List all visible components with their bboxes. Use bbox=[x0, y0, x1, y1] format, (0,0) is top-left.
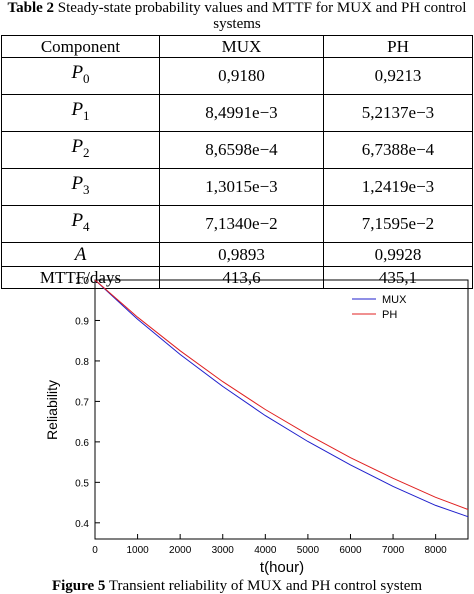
legend-label: MUX bbox=[382, 294, 407, 306]
x-tick-label: 1000 bbox=[126, 545, 149, 556]
row-label: P4 bbox=[1, 205, 160, 243]
mux-value: 8,6598e−4 bbox=[159, 131, 324, 169]
ph-value: 1,2419e−3 bbox=[323, 168, 473, 206]
header-component: Component bbox=[1, 35, 160, 58]
symbol-subscript: 2 bbox=[83, 145, 90, 160]
legend-label: PH bbox=[382, 309, 397, 321]
ph-value: 435,1 bbox=[323, 266, 473, 289]
symbol-subscript: 4 bbox=[83, 219, 90, 234]
symbol-letter: P bbox=[71, 210, 84, 231]
x-tick-label: 4000 bbox=[254, 545, 277, 556]
row-symbol: P3 bbox=[71, 173, 90, 197]
x-axis-ticks: 0 1000 2000 3000 4000 5000 6000 7000 8000 bbox=[92, 534, 447, 556]
symbol-letter: P bbox=[71, 173, 84, 194]
header-ph: PH bbox=[323, 35, 473, 58]
symbol-letter: P bbox=[71, 136, 84, 157]
table-row: A 0,9893 0,9928 bbox=[1, 242, 473, 267]
y-tick-label: 0.9 bbox=[75, 316, 89, 327]
row-symbol: P1 bbox=[71, 99, 90, 123]
table-caption: Table 2 Steady-state probability values … bbox=[0, 0, 474, 32]
header-mux: MUX bbox=[159, 35, 324, 58]
table-row: P3 1,3015e−3 1,2419e−3 bbox=[1, 168, 473, 206]
table-caption-label: Table 2 bbox=[7, 0, 55, 16]
plot-frame bbox=[94, 279, 469, 540]
table-row: P1 8,4991e−3 5,2137e−3 bbox=[1, 94, 473, 132]
symbol-subscript: 3 bbox=[83, 182, 90, 197]
x-axis-label: t(hour) bbox=[260, 559, 304, 576]
y-tick-label: 0.8 bbox=[75, 357, 89, 368]
x-tick-label: 8000 bbox=[425, 545, 448, 556]
row-label: P3 bbox=[1, 168, 160, 206]
series-line-ph bbox=[94, 279, 469, 510]
ph-value: 0,9928 bbox=[323, 242, 473, 267]
legend: MUX PH bbox=[352, 294, 407, 321]
y-tick-label: 0.5 bbox=[75, 478, 89, 489]
ph-value: 7,1595e−2 bbox=[323, 205, 473, 243]
x-tick-label: 2000 bbox=[169, 545, 192, 556]
ph-value: 5,2137e−3 bbox=[323, 94, 473, 132]
mux-value: 1,3015e−3 bbox=[159, 168, 324, 206]
series-line-mux bbox=[94, 279, 469, 518]
reliability-chart: 0.4 0.5 0.6 0.7 0.8 0.9 1.0 0 1000 2000 3000 4000 5… bbox=[44, 276, 469, 576]
table-row: P2 8,6598e−4 6,7388e−4 bbox=[1, 131, 473, 169]
figure-caption-label: Figure 5 bbox=[51, 578, 106, 594]
figure-caption: Figure 5 Transient reliability of MUX an… bbox=[0, 578, 474, 594]
x-tick-label: 0 bbox=[92, 545, 98, 556]
series-lines bbox=[94, 279, 469, 518]
y-axis-ticks: 0.4 0.5 0.6 0.7 0.8 0.9 1.0 bbox=[75, 276, 100, 530]
x-tick-label: 5000 bbox=[297, 545, 320, 556]
row-symbol: P0 bbox=[71, 62, 90, 86]
y-tick-label: 1.0 bbox=[75, 276, 89, 287]
table-row: MTTF/days 413,6 435,1 bbox=[1, 266, 473, 289]
mux-value: 8,4991e−3 bbox=[159, 94, 324, 132]
symbol-letter: P bbox=[71, 62, 84, 83]
x-tick-label: 7000 bbox=[382, 545, 405, 556]
ph-value: 6,7388e−4 bbox=[323, 131, 473, 169]
mux-value: 0,9180 bbox=[159, 57, 324, 95]
symbol-subscript: 1 bbox=[83, 108, 90, 123]
row-symbol: P4 bbox=[71, 210, 90, 234]
table-header-row: Component MUX PH bbox=[1, 35, 473, 58]
row-label: P1 bbox=[1, 94, 160, 132]
row-symbol: P2 bbox=[71, 136, 90, 160]
figure-caption-text: Transient reliability of MUX and PH cont… bbox=[108, 578, 423, 594]
mux-value: 0,9893 bbox=[159, 242, 324, 267]
table-row: P0 0,9180 0,9213 bbox=[1, 57, 473, 95]
symbol-subscript: 0 bbox=[83, 71, 90, 86]
table-caption-text: Steady-state probability values and MTTF… bbox=[57, 0, 467, 32]
row-label: MTTF/days bbox=[1, 266, 160, 289]
x-tick-label: 3000 bbox=[212, 545, 235, 556]
y-axis-label: Reliability bbox=[44, 380, 60, 440]
y-tick-label: 0.7 bbox=[75, 397, 89, 408]
results-table: Component MUX PH P0 0,9180 0,9213 P1 8,4… bbox=[1, 35, 473, 289]
row-label: P2 bbox=[1, 131, 160, 169]
y-tick-label: 0.4 bbox=[75, 519, 89, 530]
y-tick-label: 0.6 bbox=[75, 438, 89, 449]
row-symbol: A bbox=[74, 244, 87, 265]
row-label: A bbox=[1, 242, 160, 267]
table-row: P4 7,1340e−2 7,1595e−2 bbox=[1, 205, 473, 243]
mux-value: 7,1340e−2 bbox=[159, 205, 324, 243]
symbol-letter: P bbox=[71, 99, 84, 120]
row-label: P0 bbox=[1, 57, 160, 95]
x-tick-label: 6000 bbox=[339, 545, 362, 556]
ph-value: 0,9213 bbox=[323, 57, 473, 95]
